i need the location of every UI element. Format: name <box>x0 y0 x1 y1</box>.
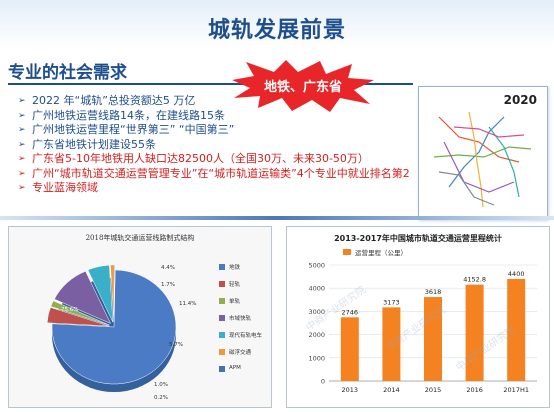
legend-swatch <box>219 366 225 372</box>
bar-legend-label: 运营里程（公里） <box>355 248 407 257</box>
x-tick-label: 2016 <box>466 386 483 394</box>
pie-chart <box>46 264 177 393</box>
x-tick-label: 2017H1 <box>503 386 529 394</box>
pie-slice-label: 5.7% <box>169 342 183 348</box>
bullet-item: ➢ 专业蓝海领域 <box>18 181 418 196</box>
y-tick-label: 3000 <box>308 308 325 316</box>
legend-label: APM <box>229 365 241 371</box>
pie-slice <box>50 300 110 326</box>
bullet-arrow-icon: ➢ <box>18 154 26 164</box>
bar-value-label: 3618 <box>425 288 442 296</box>
bullet-arrow-icon: ➢ <box>18 125 26 135</box>
pie-slice-label: 75.6% <box>61 307 79 313</box>
bar-value-label: 2746 <box>342 308 359 316</box>
pie-slice <box>54 270 112 324</box>
bullet-arrow-icon: ➢ <box>18 96 26 106</box>
y-tick-label: 5000 <box>308 262 325 270</box>
x-tick-label: 2014 <box>383 386 400 394</box>
header-band <box>0 0 554 48</box>
bullet-arrow-icon: ➢ <box>18 168 26 179</box>
bar-value-label: 3173 <box>383 298 400 306</box>
pie-slice-label: 0.2% <box>154 395 168 401</box>
legend-swatch <box>219 332 225 338</box>
bullet-text: 专业蓝海领域 <box>32 181 98 194</box>
bar <box>424 297 442 381</box>
pie-chart-panel: 2018年城轨交通运营线路制式结构 75.6% 4.4% 1.7% 11.4% 5.7%… <box>8 226 272 408</box>
metro-map-image: 2020 <box>418 86 548 220</box>
page-title: 城轨发展前景 <box>207 18 346 43</box>
bullet-text: 广东省地铁计划建设55条 <box>32 137 156 151</box>
callout-label: 地铁、广东省 <box>263 80 342 95</box>
bullet-text: 广州“城市轨道交通运营管理专业”在“城市轨道运输类”4个专业中就业排名第2 <box>32 166 410 180</box>
bar-value-label: 4400 <box>508 270 525 278</box>
pie-chart-title: 2018年城轨交通运营线路制式结构 <box>85 234 195 242</box>
bar-legend-swatch <box>343 249 351 255</box>
pie-slice <box>51 269 177 385</box>
bar <box>340 317 359 381</box>
legend-label: 市域快轨 <box>229 316 252 322</box>
legend-swatch <box>219 281 225 287</box>
pie-slice <box>87 264 114 323</box>
bullet-item: ➢ 广州“城市轨道交通运营管理专业”在“城市轨道运输类”4个专业中就业排名第2 <box>18 167 418 182</box>
bullet-list: ➢ 2022 年“城轨”总投资额达5 万亿 ➢ 广州地铁运营线路14条，在建线路15条… <box>18 94 418 196</box>
pie-slice-label: 1.0% <box>154 382 168 388</box>
legend-swatch <box>219 315 225 321</box>
bullet-text: 广东省5-10年地铁用人缺口达82500人（全国30万、未来30-50万） <box>32 152 369 165</box>
pie-slice <box>46 307 110 327</box>
pie-slice-label: 1.7% <box>161 282 175 288</box>
starburst-shape <box>232 60 374 112</box>
pie-slice <box>113 264 116 323</box>
bar-chart-panel: 2013-2017年中国城市轨道交通运营里程统计运营里程（公里） 0 1000 200… <box>286 226 550 408</box>
starburst-callout <box>232 60 374 112</box>
bullet-arrow-icon: ➢ <box>18 110 26 121</box>
legend-label: 地铁 <box>229 265 241 271</box>
bullet-item: ➢ 广东省5-10年地铁用人缺口达82500人（全国30万、未来30-50万） <box>18 152 418 167</box>
legend-label: 现代有轨电车 <box>229 333 263 339</box>
section-divider <box>0 216 554 220</box>
metro-map-lines-icon <box>433 111 532 208</box>
y-tick-label: 0 <box>321 378 325 386</box>
bullet-arrow-icon: ➢ <box>18 183 26 193</box>
x-tick-label: 2013 <box>342 386 359 394</box>
bar <box>465 284 484 381</box>
legend-swatch <box>219 264 225 270</box>
section-rule <box>8 83 413 85</box>
bullet-text: 2022 年“城轨”总投资额达5 万亿 <box>32 94 196 107</box>
y-tick-label: 1000 <box>308 354 325 362</box>
bar <box>382 307 401 381</box>
legend-swatch <box>219 349 225 355</box>
bullet-text: 广州地铁运营线路14条，在建线路15条 <box>32 108 225 122</box>
bullet-item: ➢ 广东省地铁计划建设55条 <box>18 138 418 153</box>
section-title: 专业的社会需求 <box>8 63 127 83</box>
pie-slice-label: 4.4% <box>161 265 175 271</box>
pie-slice-label: 11.4% <box>179 301 197 307</box>
bar-chart-title: 2013-2017年中国城市轨道交通运营里程统计 <box>334 233 502 243</box>
legend-label: 轻轨 <box>229 282 241 288</box>
legend-swatch <box>219 298 225 304</box>
legend-label: 单轨 <box>229 299 241 305</box>
y-tick-label: 4000 <box>308 285 325 293</box>
legend-label: 磁浮交通 <box>229 350 252 356</box>
bullet-item: ➢ 广州地铁运营里程“世界第三” “中国第三” <box>18 123 418 138</box>
bullet-text: 广州地铁运营里程“世界第三” “中国第三” <box>32 123 235 136</box>
y-tick-label: 2000 <box>308 331 325 339</box>
bullet-arrow-icon: ➢ <box>18 139 26 150</box>
bullet-item: ➢ 2022 年“城轨”总投资额达5 万亿 <box>18 94 418 109</box>
bar-value-label: 4152.8 <box>463 276 486 284</box>
map-year-label: 2020 <box>503 93 537 107</box>
x-tick-label: 2015 <box>425 386 442 394</box>
bar <box>507 278 526 381</box>
bullet-item: ➢ 广州地铁运营线路14条，在建线路15条 <box>18 109 418 124</box>
